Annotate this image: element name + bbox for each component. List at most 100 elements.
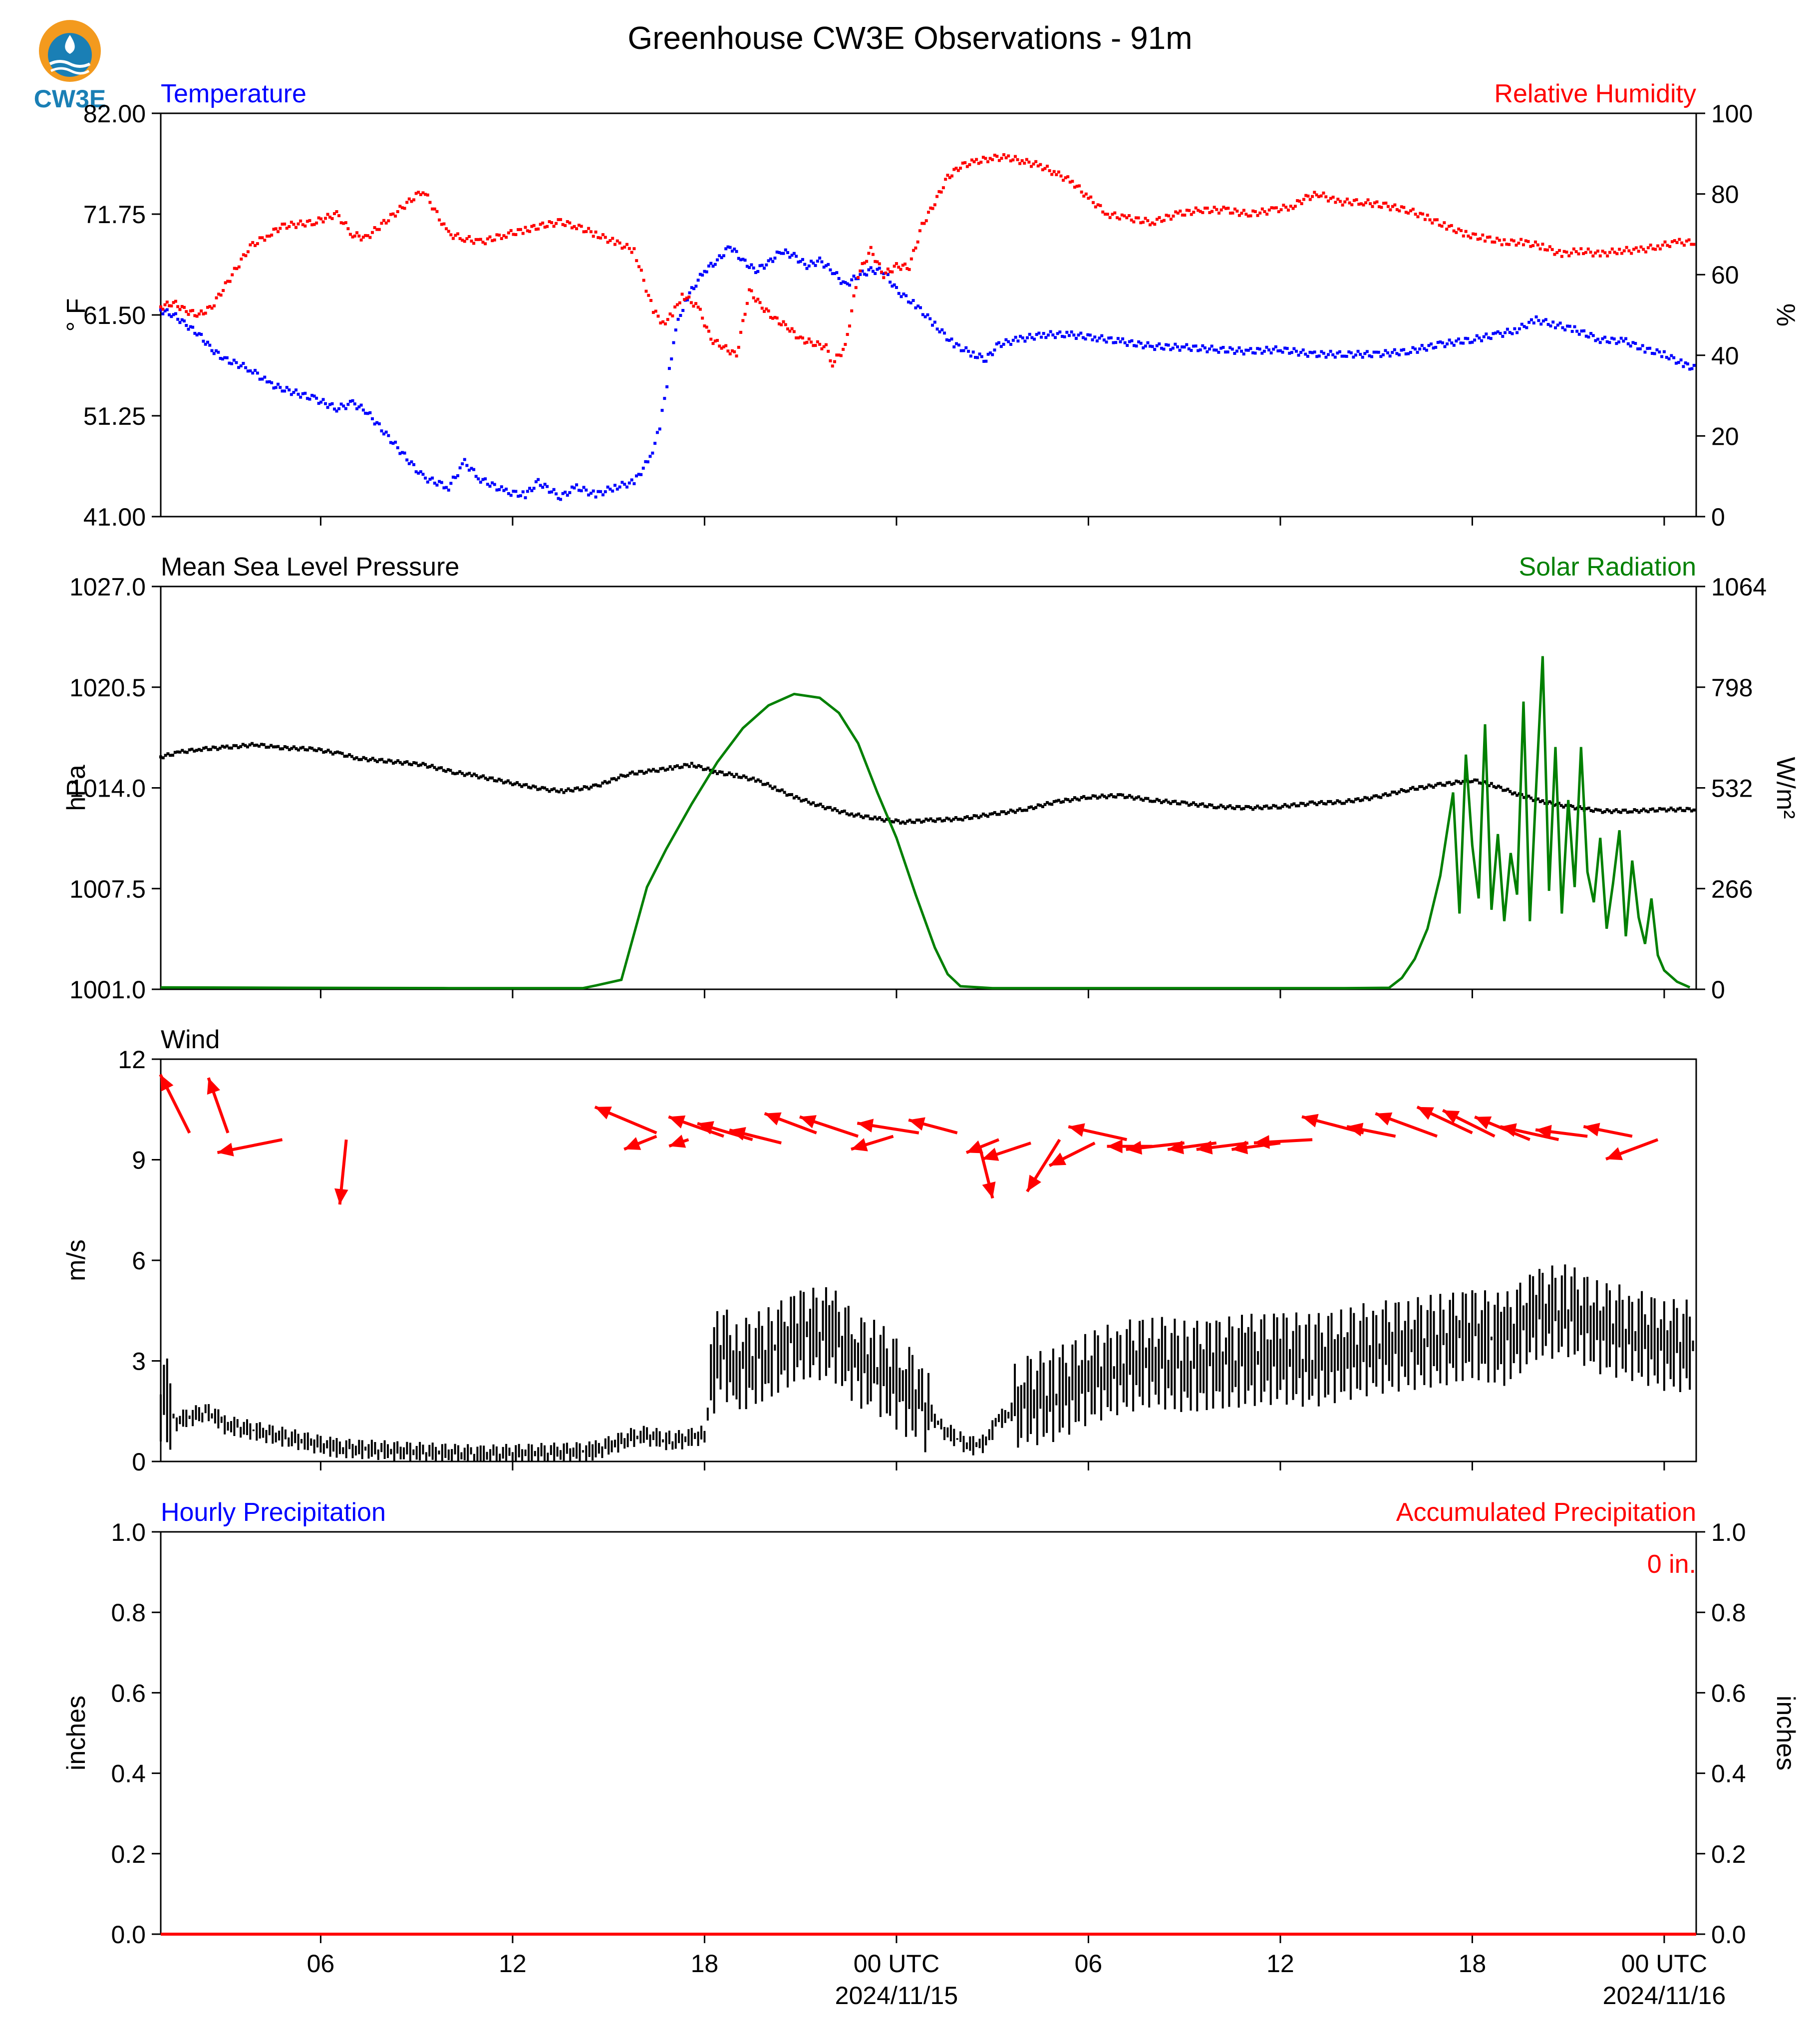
series-point <box>1194 803 1198 806</box>
series-point <box>1091 338 1094 341</box>
series-point <box>281 747 285 751</box>
series-point <box>777 251 781 254</box>
series-point <box>541 786 544 789</box>
series-point <box>771 260 775 263</box>
series-point <box>1413 347 1417 351</box>
series-point <box>1508 331 1512 334</box>
series-point <box>927 211 930 214</box>
series-point <box>1384 349 1387 352</box>
series-point <box>403 761 406 764</box>
series-point <box>1274 345 1277 348</box>
series-point <box>477 776 481 780</box>
series-point <box>310 394 314 397</box>
series-point <box>1570 329 1574 333</box>
series-point <box>263 239 267 242</box>
series-point <box>355 756 358 760</box>
series-point <box>297 748 300 752</box>
series-point <box>1375 200 1379 204</box>
series-point <box>667 367 671 370</box>
series-point <box>1078 184 1081 188</box>
series-point <box>1586 247 1590 251</box>
y-axis-label-left: inches <box>62 1696 91 1770</box>
series-point <box>1034 806 1038 809</box>
wind-arrow-head <box>1231 1141 1248 1155</box>
series-point <box>993 153 996 157</box>
series-point <box>512 490 515 493</box>
series-point <box>1519 238 1523 241</box>
series-point <box>1377 350 1380 354</box>
series-point <box>889 270 892 274</box>
series-point <box>362 756 365 759</box>
series-point <box>225 744 229 748</box>
series-point <box>1428 218 1432 222</box>
series-point <box>646 460 649 464</box>
series-point <box>394 761 397 764</box>
series-point <box>1459 229 1463 232</box>
series-point <box>705 325 708 329</box>
series-point <box>1230 806 1234 810</box>
series-point <box>1347 350 1351 353</box>
series-point <box>1504 789 1507 792</box>
series-point <box>869 246 873 249</box>
series-point <box>1187 347 1191 350</box>
series-point <box>827 263 830 266</box>
series-point <box>956 169 960 172</box>
series-point <box>294 388 298 392</box>
series-point <box>763 309 766 313</box>
series-point <box>1420 785 1424 788</box>
series-point <box>444 770 448 773</box>
series-point <box>1066 798 1070 802</box>
series-point <box>442 222 446 226</box>
series-point <box>865 260 869 263</box>
series-point <box>1584 251 1587 254</box>
series-point <box>1308 198 1312 201</box>
series-point <box>1541 799 1544 803</box>
series-point <box>730 249 734 253</box>
series-point <box>945 338 948 341</box>
series-point <box>1178 348 1182 352</box>
series-point <box>228 361 231 365</box>
series-point <box>1095 339 1099 343</box>
series-point <box>189 309 192 312</box>
series-point <box>1633 808 1636 812</box>
series-point <box>670 357 673 361</box>
series-point <box>1260 207 1264 211</box>
series-point <box>1324 195 1328 199</box>
series-point <box>1381 793 1385 797</box>
series-point <box>396 446 399 450</box>
series-point <box>1040 335 1043 339</box>
series-point <box>1605 808 1609 812</box>
series-point <box>1425 786 1428 789</box>
wind-arrow-head <box>1443 1110 1460 1124</box>
x-tick-label: 12 <box>1266 1950 1294 1978</box>
series-point <box>1065 330 1069 334</box>
series-point <box>1529 245 1532 248</box>
series-point <box>1336 799 1339 803</box>
series-point <box>574 787 577 790</box>
series-point <box>885 818 889 821</box>
series-point <box>991 158 994 161</box>
series-point <box>801 258 804 261</box>
series-point <box>1404 352 1408 356</box>
series-point <box>1368 354 1371 357</box>
series-point <box>759 780 762 783</box>
series-point <box>373 422 376 426</box>
series-point <box>681 308 685 312</box>
series-point <box>1217 211 1220 215</box>
series-point <box>197 332 201 335</box>
y-tick-label-left: 1014.0 <box>69 775 146 803</box>
series-point <box>816 260 819 263</box>
series-point <box>663 768 667 772</box>
series-point <box>335 210 338 214</box>
series-point <box>678 301 681 304</box>
series-point <box>398 452 402 455</box>
y-tick-label-right: 0.2 <box>1711 1840 1746 1868</box>
series-point <box>1210 804 1213 807</box>
series-point <box>200 749 203 752</box>
logo-text: CW3E <box>34 85 106 113</box>
series-point <box>181 749 184 752</box>
series-point <box>1240 212 1243 215</box>
series-point <box>1504 331 1507 334</box>
series-point <box>231 273 234 277</box>
series-point <box>1395 208 1399 211</box>
